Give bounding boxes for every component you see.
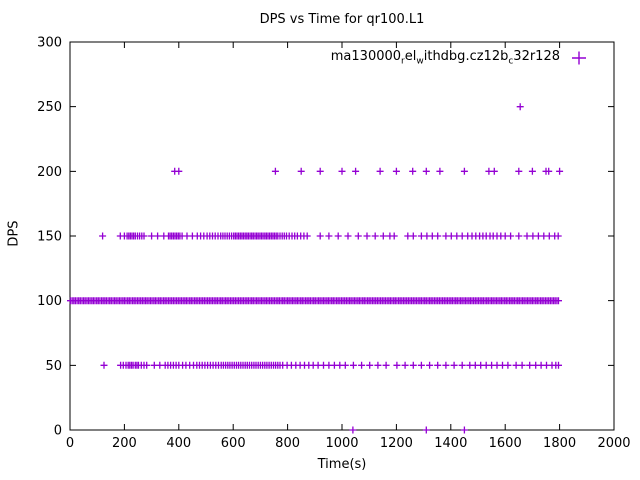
- y-tick-label: 300: [37, 36, 62, 51]
- x-tick-label: 1000: [325, 436, 358, 451]
- y-tick-label: 50: [45, 359, 62, 374]
- legend: ma130000relwithdbg.cz12bc32r128: [331, 49, 588, 67]
- legend-label: ma130000relwithdbg.cz12bc32r128: [330, 49, 560, 67]
- x-tick-label: 800: [275, 436, 300, 451]
- plus-marker-icon: [572, 51, 586, 65]
- scatter-points-ma130000_rel_withdbg.cz12b_c32r128: [67, 103, 564, 434]
- y-axis-label: DPS: [6, 220, 22, 247]
- x-tick-label: 600: [221, 436, 246, 451]
- x-tick-label: 1200: [380, 436, 413, 451]
- axis-ticks: [69, 41, 615, 431]
- y-tick-label: 250: [37, 100, 62, 115]
- x-tick-label: 1600: [489, 436, 522, 451]
- x-tick-label: 1800: [543, 436, 576, 451]
- x-tick-label: 200: [112, 436, 137, 451]
- x-tick-label: 400: [166, 436, 191, 451]
- y-tick-label: 150: [37, 230, 62, 245]
- y-tick-label: 200: [37, 165, 62, 180]
- x-tick-label: 0: [66, 436, 74, 451]
- y-tick-label: 0: [54, 424, 62, 439]
- x-tick-label: 2000: [597, 436, 630, 451]
- chart-title: DPS vs Time for qr100.L1: [259, 12, 425, 27]
- x-tick-label: 1400: [434, 436, 467, 451]
- x-axis-label: Time(s): [317, 457, 367, 472]
- y-tick-label: 100: [37, 294, 62, 309]
